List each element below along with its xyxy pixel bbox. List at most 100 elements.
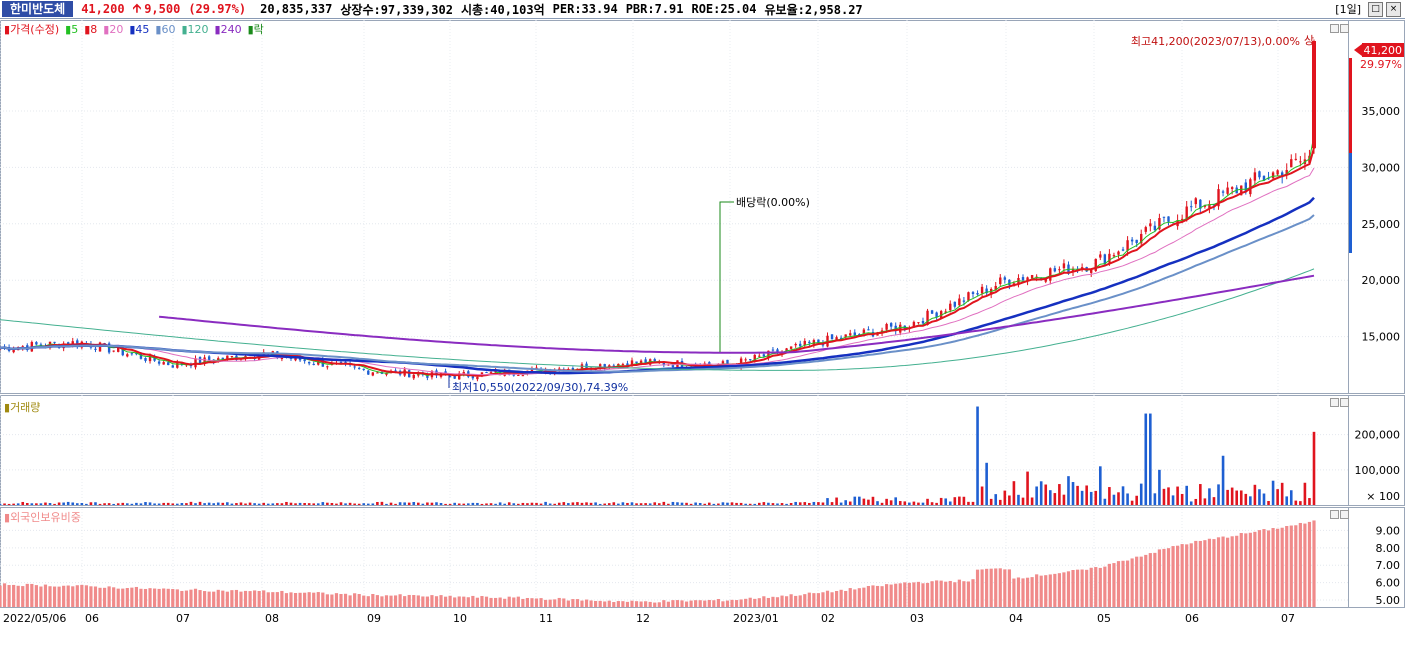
foreign-bar [389, 595, 393, 607]
candle-body [535, 367, 538, 369]
volume-bar [44, 502, 47, 505]
legend-ma5[interactable]: ▮5 [65, 23, 79, 36]
legend-ma8[interactable]: ▮8 [84, 23, 98, 36]
volume-bar [721, 502, 725, 505]
candle-body [498, 370, 502, 375]
volume-bar [980, 486, 984, 505]
volume-bar [744, 503, 747, 505]
foreign-bar [1253, 531, 1257, 607]
foreign-bar [662, 600, 666, 607]
legend-ma45[interactable]: ▮45 [129, 23, 150, 36]
x-tick-label: 12 [636, 612, 650, 625]
volume-bar [598, 503, 602, 505]
candle-body [1135, 239, 1138, 243]
volume-bar [1226, 489, 1229, 505]
foreign-bar [39, 586, 43, 607]
volume-bar [253, 503, 256, 505]
foreign-close-icon[interactable] [1340, 510, 1349, 519]
legend-price[interactable]: ▮가격(수정) [4, 23, 60, 36]
foreign-bar [1257, 530, 1262, 607]
volume-bar [712, 503, 716, 505]
high-mark: 상 [1304, 34, 1314, 47]
price-tick-label: 15,000 [1362, 331, 1401, 344]
foreign-legend[interactable]: ▮외국인보유비중 [4, 511, 81, 524]
foreign-minimize-icon[interactable] [1330, 510, 1339, 519]
foreign-bar [348, 595, 352, 607]
foreign-bar [803, 594, 807, 607]
volume-bar [1303, 482, 1307, 505]
volume-bar [1039, 481, 1043, 505]
ma120-line [0, 268, 1315, 371]
volume-bar [467, 503, 470, 505]
listed-shares: 상장수:97,339,302 [340, 2, 453, 17]
candle-body [521, 375, 525, 377]
foreign-bar [353, 593, 357, 607]
foreign-bar [1016, 577, 1021, 607]
candle-body [1221, 191, 1225, 193]
volume-bar [1012, 481, 1016, 505]
foreign-bar [1089, 567, 1093, 607]
volume-bar [366, 503, 370, 505]
volume-bar [607, 503, 611, 505]
panel-minimize-icon[interactable] [1330, 24, 1339, 33]
candle-body [1258, 171, 1261, 178]
volume-bar [785, 503, 788, 505]
legend-drop[interactable]: ▮락 [247, 23, 264, 36]
candle-body [653, 359, 656, 362]
panel-close-icon[interactable] [1340, 24, 1349, 33]
candle-body [1276, 170, 1279, 175]
volume-bar [898, 501, 902, 505]
volume-bar [485, 503, 488, 505]
volume-bar [621, 502, 625, 505]
candle-body [662, 362, 666, 366]
foreign-bar [1085, 569, 1089, 607]
foreign-bar [1030, 577, 1034, 607]
volume-legend[interactable]: ▮거래량 [4, 401, 41, 414]
foreign-bar [834, 591, 839, 607]
legend-ma240[interactable]: ▮240 [214, 23, 242, 36]
foreign-bar [280, 590, 284, 607]
close-icon[interactable]: × [1386, 1, 1401, 17]
legend-ma120[interactable]: ▮120 [181, 23, 209, 36]
candle-body [1185, 206, 1188, 219]
maximize-icon[interactable]: □ [1368, 1, 1383, 17]
foreign-bar [716, 599, 720, 607]
volume-bar [157, 503, 161, 505]
candle-body [785, 348, 788, 352]
volume-close-icon[interactable] [1340, 398, 1349, 407]
candle-body [744, 359, 747, 361]
volume-bar [953, 497, 957, 505]
foreign-bar [666, 601, 670, 607]
volume-bar [426, 502, 429, 505]
foreign-bar [603, 601, 607, 607]
volume-bar [758, 502, 761, 505]
candle-body [917, 322, 920, 324]
foreign-bar [675, 600, 680, 607]
foreign-bar [985, 568, 989, 607]
volume-bar [403, 502, 406, 505]
foreign-bar [507, 596, 511, 607]
foreign-bar [212, 591, 216, 607]
legend-ma20[interactable]: ▮20 [103, 23, 124, 36]
volume-bar [98, 503, 102, 505]
foreign-bar [698, 600, 702, 607]
stock-name[interactable]: 한미반도체 [2, 1, 74, 17]
foreign-bar [303, 592, 307, 607]
foreign-bar [166, 588, 170, 607]
volume-minimize-icon[interactable] [1330, 398, 1339, 407]
candle-body [799, 343, 802, 347]
foreign-bar [607, 600, 611, 607]
candle-body [485, 372, 488, 374]
foreign-bar [2, 583, 7, 607]
legend-ma60[interactable]: ▮60 [155, 23, 176, 36]
volume-bar [266, 503, 270, 505]
candle-body [412, 374, 415, 379]
foreign-bar [1080, 569, 1084, 607]
volume-bar [908, 502, 911, 505]
volume-bar [1267, 501, 1270, 505]
up-arrow-icon: 🡩 [132, 0, 142, 15]
period-selector[interactable]: [1일] [1335, 3, 1361, 16]
foreign-bar [1194, 540, 1198, 607]
candle-body [1112, 255, 1116, 257]
